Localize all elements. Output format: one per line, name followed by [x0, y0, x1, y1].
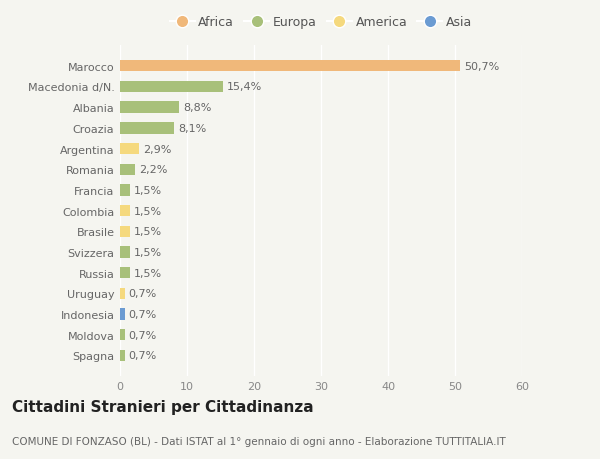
Bar: [120, 330, 125, 341]
Bar: [120, 268, 130, 279]
Bar: [120, 144, 139, 155]
Text: 2,9%: 2,9%: [143, 144, 172, 154]
Bar: [120, 206, 130, 217]
Text: 1,5%: 1,5%: [134, 247, 162, 257]
Text: 0,7%: 0,7%: [129, 309, 157, 319]
Bar: [120, 102, 179, 113]
Bar: [120, 226, 130, 237]
Text: 50,7%: 50,7%: [464, 62, 499, 72]
Legend: Africa, Europa, America, Asia: Africa, Europa, America, Asia: [166, 12, 476, 33]
Text: 15,4%: 15,4%: [227, 82, 262, 92]
Bar: [120, 247, 130, 258]
Text: 0,7%: 0,7%: [129, 351, 157, 361]
Bar: [120, 309, 125, 320]
Text: 1,5%: 1,5%: [134, 185, 162, 196]
Text: Cittadini Stranieri per Cittadinanza: Cittadini Stranieri per Cittadinanza: [12, 399, 314, 414]
Bar: [120, 185, 130, 196]
Text: 0,7%: 0,7%: [129, 330, 157, 340]
Bar: [120, 123, 174, 134]
Text: 8,1%: 8,1%: [178, 123, 206, 134]
Text: 8,8%: 8,8%: [183, 103, 211, 113]
Bar: [120, 82, 223, 93]
Bar: [120, 61, 460, 72]
Bar: [120, 288, 125, 299]
Bar: [120, 164, 135, 175]
Text: 1,5%: 1,5%: [134, 206, 162, 216]
Text: 0,7%: 0,7%: [129, 289, 157, 299]
Bar: [120, 350, 125, 361]
Text: 2,2%: 2,2%: [139, 165, 167, 175]
Text: COMUNE DI FONZASO (BL) - Dati ISTAT al 1° gennaio di ogni anno - Elaborazione TU: COMUNE DI FONZASO (BL) - Dati ISTAT al 1…: [12, 436, 506, 446]
Text: 1,5%: 1,5%: [134, 227, 162, 237]
Text: 1,5%: 1,5%: [134, 268, 162, 278]
